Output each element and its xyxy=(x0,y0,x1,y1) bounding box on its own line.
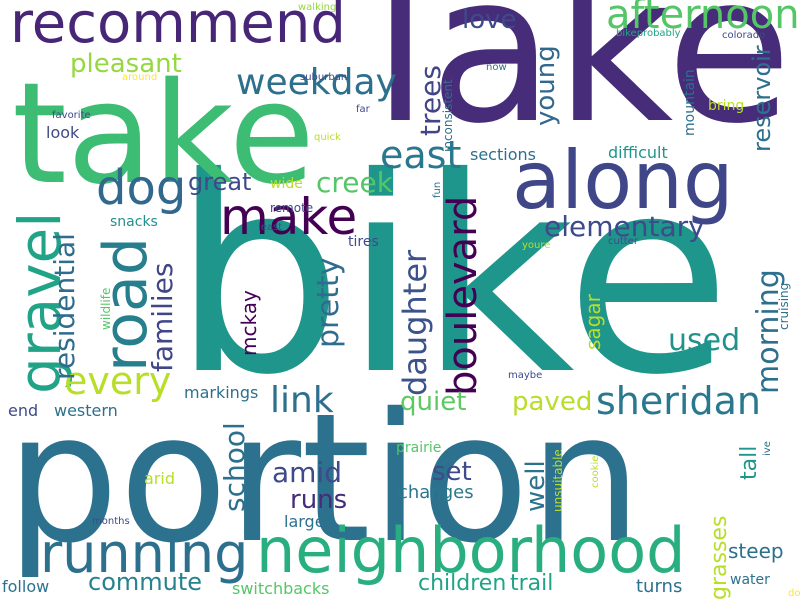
word-paved: paved xyxy=(512,387,592,417)
word-suburban: suburban xyxy=(300,72,347,83)
word-east: east xyxy=(380,133,461,177)
word-mckay: mckay xyxy=(237,290,261,356)
word-water: water xyxy=(730,572,770,588)
word-colorado: colorado xyxy=(722,30,765,41)
word-follow: follow xyxy=(2,577,49,596)
word-recommend: recommend xyxy=(10,0,346,56)
word-youre: youre xyxy=(522,240,550,251)
word-lake: lake xyxy=(372,0,792,169)
word-set: set xyxy=(432,457,472,487)
word-bring: bring xyxy=(708,98,744,114)
word-pretty: pretty xyxy=(311,258,346,348)
word-dog: dog xyxy=(96,160,186,216)
word-maybe: maybe xyxy=(508,370,542,381)
word-residential: residential xyxy=(48,233,81,380)
word-pleasant: pleasant xyxy=(70,49,182,79)
word-bikeprobably: bikeprobably xyxy=(616,28,681,39)
word-now: now xyxy=(486,62,507,73)
word-neighborhood: neighborhood xyxy=(256,514,686,587)
word-unsuitable: unsuitable xyxy=(551,449,565,512)
word-difficult: difficult xyxy=(608,143,668,162)
word-grasses: grasses xyxy=(707,516,732,600)
word-love: love xyxy=(462,5,517,35)
word-every: every xyxy=(64,359,171,403)
word-portion: portion xyxy=(6,375,642,582)
word-afternoon: afternoon xyxy=(606,0,800,38)
word-large: large xyxy=(284,512,325,531)
word-creek: creek xyxy=(316,166,394,199)
word-along: along xyxy=(512,134,734,227)
word-end: end xyxy=(8,401,38,420)
word-inconsistent: inconsistent xyxy=(441,79,455,152)
word-tires: tires xyxy=(348,234,379,250)
word-wide: wide xyxy=(270,176,303,192)
word-least: least xyxy=(258,222,282,233)
word-runs: runs xyxy=(290,485,347,515)
word-bike: bike xyxy=(172,119,731,434)
word-quick: quick xyxy=(314,132,341,143)
word-great: great xyxy=(188,168,251,196)
word-far: far xyxy=(356,104,371,115)
word-take: take xyxy=(12,53,315,216)
word-mountain: mountain xyxy=(682,69,698,136)
word-snacks: snacks xyxy=(110,214,158,230)
word-around: around xyxy=(122,72,157,83)
word-western: western xyxy=(54,401,118,420)
word-commute: commute xyxy=(88,568,202,596)
word-road: road xyxy=(91,237,161,372)
word-trees: trees xyxy=(414,65,447,136)
word-reservoir: reservoir xyxy=(748,45,776,152)
word-wildlife: wildlife xyxy=(99,288,113,330)
word-ive: ive xyxy=(762,441,773,456)
word-quiet: quiet xyxy=(400,387,466,417)
word-trail: trail xyxy=(510,571,553,596)
word-sheridan: sheridan xyxy=(596,379,761,423)
word-daughter: daughter xyxy=(396,249,434,396)
word-school: school xyxy=(218,422,251,512)
word-prairie: prairie xyxy=(396,440,441,456)
word-weekday: weekday xyxy=(236,62,397,103)
word-dont: dont xyxy=(788,588,800,599)
word-make: make xyxy=(220,188,357,246)
word-cookie: cookie xyxy=(590,456,601,488)
word-walking: walking xyxy=(298,2,336,13)
word-fun: fun xyxy=(432,182,443,198)
word-boulevard: boulevard xyxy=(440,196,486,396)
word-used: used xyxy=(668,323,740,358)
word-well: well xyxy=(521,460,551,512)
word-sections: sections xyxy=(470,145,536,164)
word-tall: tall xyxy=(737,446,762,480)
word-amid: amid xyxy=(272,456,342,489)
word-cruising: cruising xyxy=(777,283,791,330)
word-gravel: gravel xyxy=(6,212,74,394)
word-link: link xyxy=(270,380,334,421)
word-look: look xyxy=(46,123,80,142)
word-arid: arid xyxy=(144,469,175,488)
word-months: months xyxy=(92,516,130,527)
word-cutter: cutter xyxy=(608,236,639,247)
word-morning: morning xyxy=(751,269,786,394)
word-sagar: sagar xyxy=(581,293,605,350)
word-turns: turns xyxy=(636,576,682,597)
word-running: running xyxy=(40,522,248,585)
word-changes: changes xyxy=(398,482,474,503)
word-children: children xyxy=(418,571,506,596)
word-steep: steep xyxy=(728,539,784,563)
word-families: families xyxy=(146,263,179,372)
word-markings: markings xyxy=(184,383,258,402)
word-favorite: favorite xyxy=(52,110,91,121)
word-young: young xyxy=(531,45,561,126)
word-elementary: elementary xyxy=(544,210,705,243)
word-switchbacks: switchbacks xyxy=(232,579,329,598)
word-remote: remote xyxy=(270,201,313,215)
